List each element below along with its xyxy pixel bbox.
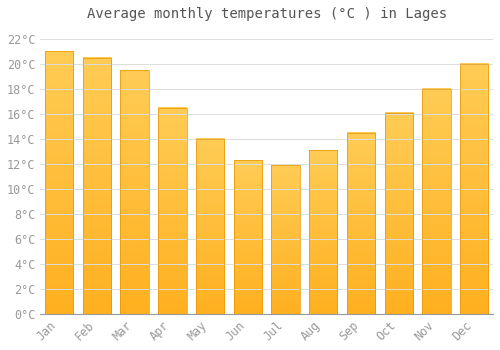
Bar xyxy=(309,150,338,314)
Bar xyxy=(45,51,74,314)
Bar xyxy=(422,89,450,314)
Bar xyxy=(120,70,149,314)
Bar xyxy=(347,133,375,314)
Bar xyxy=(384,113,413,314)
Bar xyxy=(234,160,262,314)
Title: Average monthly temperatures (°C ) in Lages: Average monthly temperatures (°C ) in La… xyxy=(86,7,446,21)
Bar xyxy=(83,57,111,314)
Bar xyxy=(158,107,186,314)
Bar xyxy=(272,165,299,314)
Bar xyxy=(460,64,488,314)
Bar xyxy=(196,139,224,314)
